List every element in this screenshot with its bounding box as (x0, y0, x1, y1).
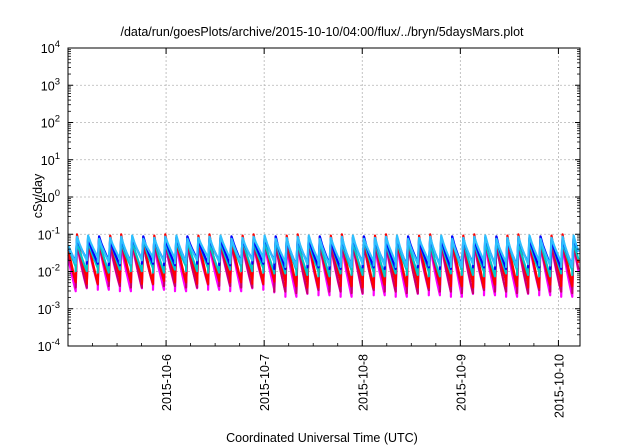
x-tick-label: 2015-10-10 (552, 354, 566, 418)
y-tick-label: 104 (41, 39, 60, 56)
y-tick-base: 10 (41, 42, 55, 56)
series-line-4 (67, 237, 580, 278)
series-line-6 (67, 234, 580, 269)
y-tick-exponent: -3 (52, 300, 60, 311)
y-tick-label: 102 (41, 114, 60, 131)
y-tick-exponent: -2 (52, 263, 60, 274)
y-tick-label: 10-2 (38, 263, 60, 280)
y-tick-base: 10 (41, 154, 55, 168)
y-tick-base: 10 (38, 303, 52, 317)
x-tick-label: 2015-10-9 (454, 354, 468, 411)
y-tick-exponent: -1 (52, 225, 60, 236)
y-tick-label: 10-4 (38, 337, 60, 354)
x-axis-ticks: 2015-10-6 2015-10-7 2015-10-8 2015-10-9 2015… (92, 48, 566, 418)
y-tick-exponent: 1 (55, 151, 60, 162)
y-tick-exponent: 3 (55, 76, 60, 87)
y-tick-exponent: 0 (55, 188, 60, 199)
y-tick-exponent: 4 (55, 39, 60, 50)
x-tick-label: 2015-10-7 (258, 354, 272, 411)
y-tick-base: 10 (41, 79, 55, 93)
y-tick-label: 10-3 (38, 300, 60, 317)
y-tick-base: 10 (38, 228, 52, 242)
y-tick-exponent: 2 (55, 114, 60, 125)
chart-title: /data/run/goesPlots/archive/2015-10-10/0… (120, 25, 524, 39)
series-lines (67, 233, 580, 298)
y-tick-base: 10 (41, 191, 55, 205)
x-tick-label: 2015-10-6 (160, 354, 174, 411)
grid (68, 48, 580, 346)
y-tick-label: 101 (41, 151, 60, 168)
y-tick-label: 100 (41, 188, 60, 205)
y-tick-label: 10-1 (38, 225, 60, 242)
y-tick-exponent: -4 (52, 337, 60, 348)
x-axis-label: Coordinated Universal Time (UTC) (226, 431, 418, 445)
y-axis-label: cSv/day (31, 173, 45, 218)
y-tick-label: 103 (41, 76, 60, 93)
y-tick-base: 10 (38, 266, 52, 280)
y-tick-base: 10 (41, 117, 55, 131)
x-tick-label: 2015-10-8 (356, 354, 370, 411)
y-tick-base: 10 (38, 340, 52, 354)
